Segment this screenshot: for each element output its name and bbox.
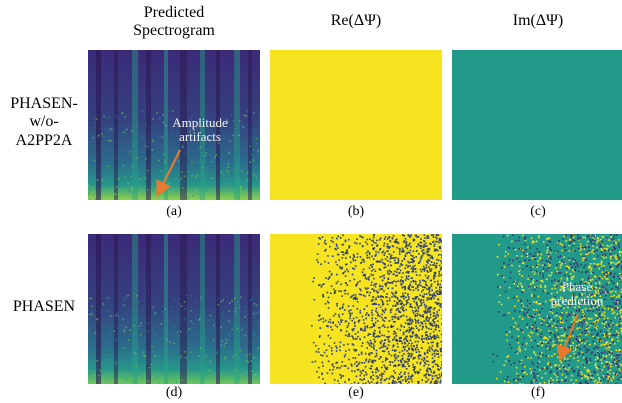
panel-d-spectrogram (88, 234, 260, 384)
panel-label-c: (c) (530, 204, 546, 219)
phase-arrow (557, 313, 579, 362)
panel-c-im (452, 50, 622, 200)
im-image-f (452, 234, 622, 384)
spectrogram-image-d (88, 234, 260, 384)
amplitude-arrow (156, 149, 181, 198)
annotation-phase-prediction: Phase prediction (550, 279, 604, 308)
panel-a-spectrogram (88, 50, 260, 200)
panel-label-a: (a) (166, 204, 182, 219)
panel-label-d: (d) (165, 385, 183, 400)
annotation-amplitude-artifacts: Amplitude artifacts (172, 115, 228, 144)
im-image-c (452, 50, 622, 200)
panel-label-e: (e) (348, 385, 364, 400)
panel-b-re (270, 50, 442, 200)
re-image-e (270, 234, 442, 384)
spectrogram-image-a (88, 50, 260, 200)
column-header-re: Re(ΔΨ) (330, 12, 382, 29)
column-header-spectrogram: Predicted Spectrogram (133, 4, 215, 40)
panel-f-im (452, 234, 622, 384)
panel-label-f: (f) (531, 385, 545, 400)
re-image-b (270, 50, 442, 200)
panel-e-re (270, 234, 442, 384)
panel-label-b: (b) (347, 204, 365, 219)
row-label-bottom: PHASEN (12, 298, 76, 315)
column-header-im: Im(ΔΨ) (512, 12, 564, 29)
row-label-top: PHASEN- w/o- A2PP2A (10, 95, 78, 149)
